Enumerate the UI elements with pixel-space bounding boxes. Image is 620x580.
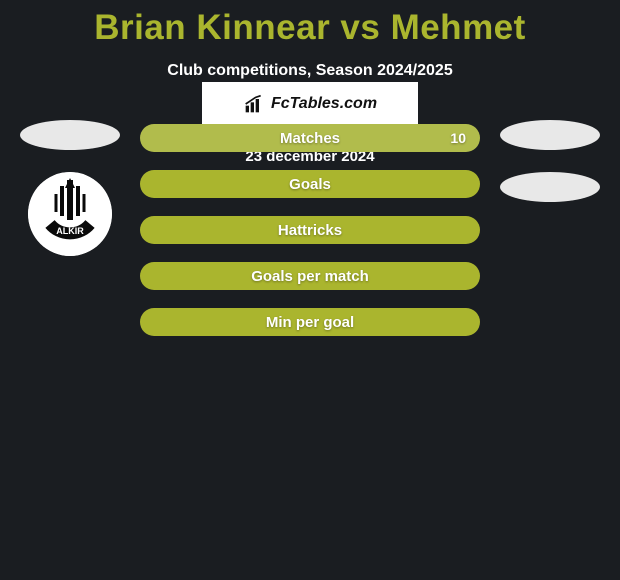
right-player-stat-placeholder-2 [500,172,600,202]
bar-label-gpm: Goals per match [251,268,369,285]
left-player-col: ALKIR [10,120,130,256]
right-player-stat-placeholder-1 [500,120,600,150]
bar-goals: Goals [140,170,480,198]
bar-label-matches: Matches [280,130,340,147]
left-player-stat-placeholder [20,120,120,150]
bar-hattricks: Hattricks [140,216,480,244]
bar-goals-per-match: Goals per match [140,262,480,290]
stat-bars: Matches 10 Goals Hattricks Goals per mat… [140,124,480,354]
left-player-crest: ALKIR [28,172,112,256]
brand-text: FcTables.com [271,95,377,113]
bar-label-mpg: Min per goal [266,314,354,331]
bar-chart-icon [243,94,265,114]
subtitle: Club competitions, Season 2024/2025 [0,62,620,80]
bar-label-goals: Goals [289,176,331,193]
bar-min-per-goal: Min per goal [140,308,480,336]
page-title: Brian Kinnear vs Mehmet [0,0,620,48]
right-player-col [490,120,610,224]
bar-label-hattricks: Hattricks [278,222,342,239]
brand-badge: FcTables.com [202,82,418,126]
bar-value-matches: 10 [450,130,466,146]
bar-matches: Matches 10 [140,124,480,152]
crest-icon: ALKIR [28,172,112,256]
crest-text: ALKIR [56,226,84,236]
